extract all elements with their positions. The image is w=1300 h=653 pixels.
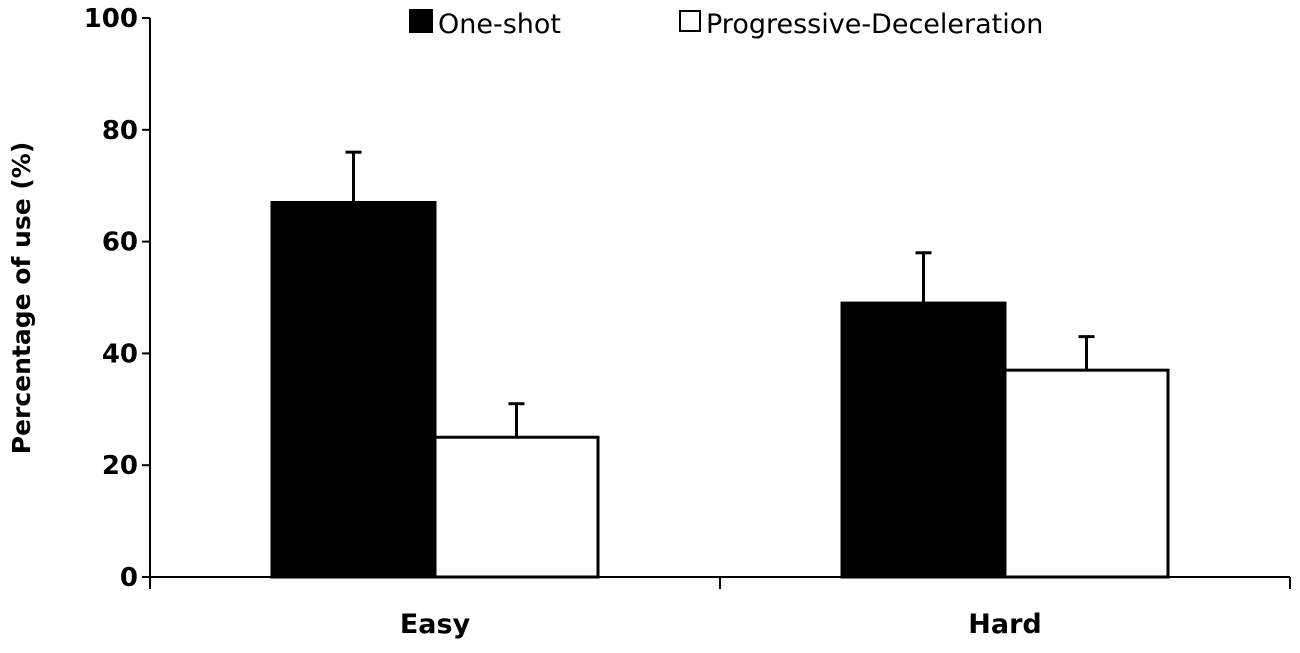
legend-label-one-shot: One-shot [438, 9, 561, 40]
y-tick-label: 100 [84, 4, 138, 34]
y-tick-labels: 0 20 40 60 80 100 [84, 4, 138, 593]
error-bars [345, 150, 1095, 438]
y-tick-label: 20 [102, 451, 138, 481]
legend-swatch-progressive-deceleration [679, 10, 701, 32]
x-category-label: Easy [400, 609, 471, 640]
bar [840, 301, 1007, 579]
y-axis-label: Percentage of use (%) [7, 142, 36, 455]
y-tick-label: 0 [120, 563, 138, 593]
y-tick-label: 60 [102, 228, 138, 258]
x-category-label: Hard [968, 609, 1041, 640]
y-tick-label: 40 [102, 339, 138, 369]
legend-swatch-one-shot [409, 9, 433, 33]
y-tick-label: 80 [102, 116, 138, 146]
x-category-labels: Easy Hard [400, 609, 1042, 640]
bar [270, 200, 437, 579]
bar [1003, 368, 1170, 579]
legend-label-progressive-deceleration: Progressive-Deceleration [706, 9, 1043, 40]
bar [433, 435, 600, 579]
bars [270, 200, 1170, 579]
legend: One-shot Progressive-Deceleration [409, 9, 1043, 40]
